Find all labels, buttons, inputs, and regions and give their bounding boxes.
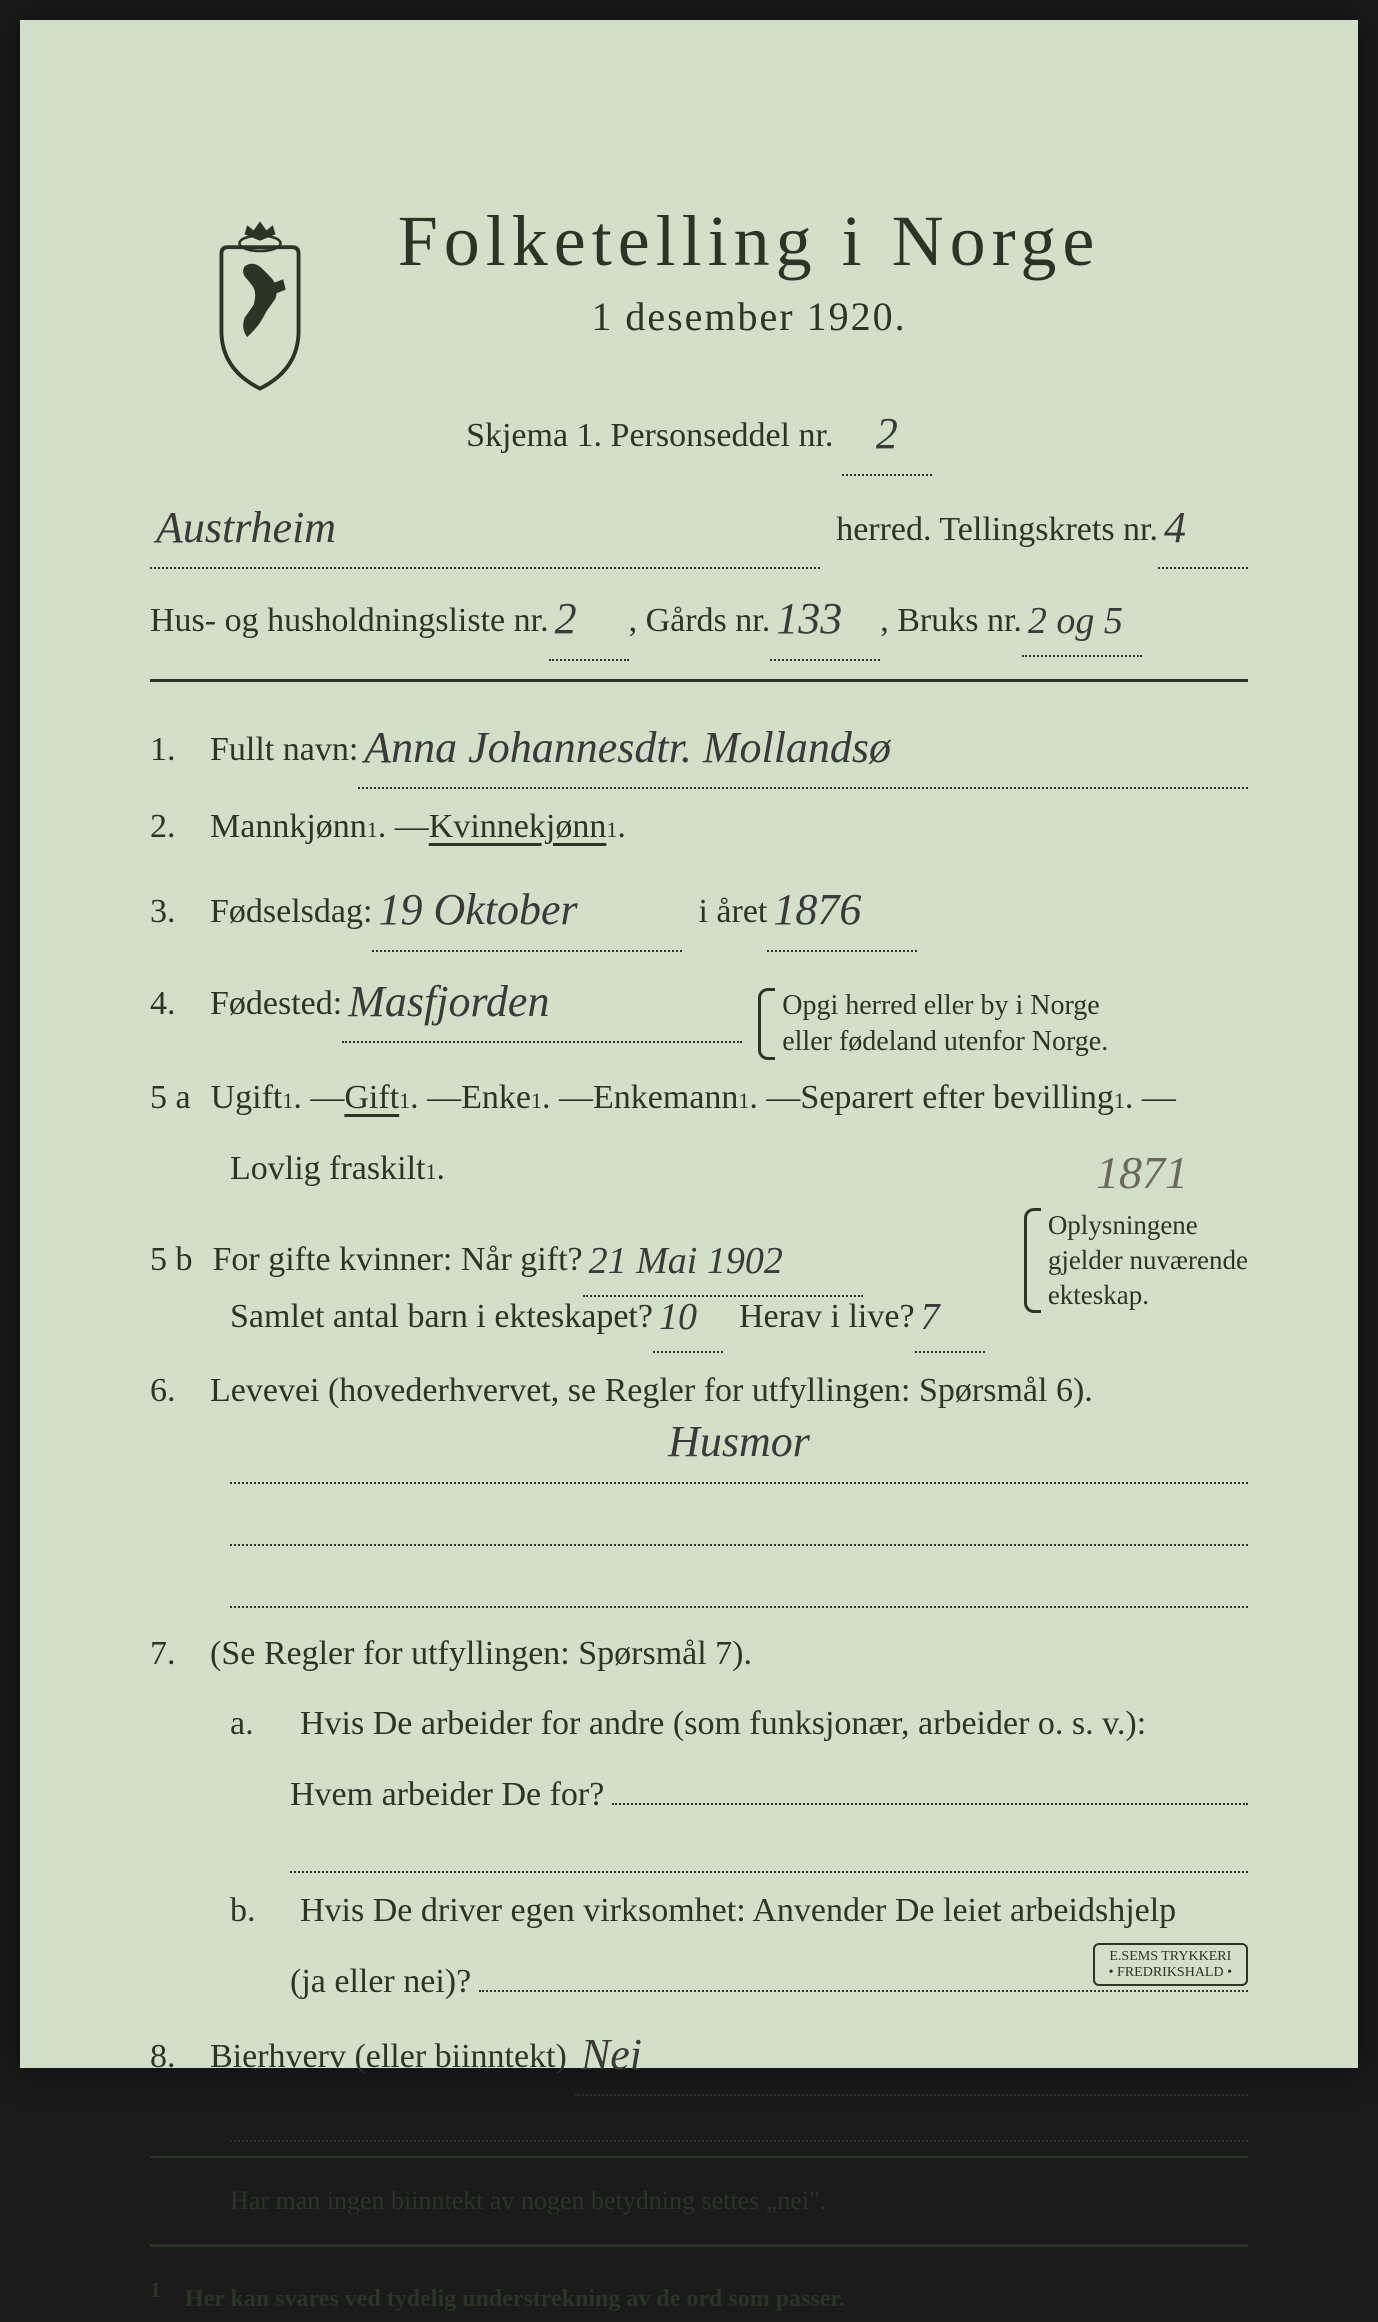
q7a-blank: [612, 1765, 1248, 1805]
q7a-3: [150, 1833, 1248, 1873]
children-total: 10: [653, 1296, 703, 1338]
marriage-date: 21 Mai 1902: [583, 1240, 789, 1282]
census-form: Folketelling i Norge 1 desember 1920. Sk…: [20, 20, 1358, 2068]
divider-2: [150, 2156, 1248, 2158]
q6-value-line: Husmor: [230, 1430, 1248, 1484]
q5a-line1: 5 a Ugift1 . — Gift1 . — Enke1 . — Enkem…: [150, 1066, 1248, 1131]
q7b-1: b. Hvis De driver egen virksomhet: Anven…: [150, 1879, 1248, 1944]
herred-line: Austrheim herred. Tellingskrets nr. 4: [150, 484, 1248, 570]
gards-nr: 133: [770, 594, 848, 643]
q8-blank: [150, 2102, 1248, 2142]
subtitle: 1 desember 1920.: [250, 293, 1248, 340]
gender-selected: Kvinnekjønn: [429, 795, 607, 860]
q4: 4. Fødested: Masfjorden Opgi herred elle…: [150, 958, 1248, 1061]
q5a-line2: Lovlig fraskilt1. 1871: [150, 1137, 1248, 1202]
coat-of-arms: [195, 215, 325, 395]
full-name: Anna Johannesdtr. Mollandsø: [358, 723, 897, 772]
q7b-2: (ja eller nei)?: [150, 1950, 1248, 2015]
q7a-blank2: [290, 1833, 1248, 1873]
marital-selected: Gift: [344, 1066, 399, 1131]
marginal-year: 1871: [1096, 1129, 1188, 1216]
q3: 3. Fødselsdag: 19 Oktober i året 1876: [150, 866, 1248, 952]
hus-line: Hus- og husholdningsliste nr. 2 , Gårds …: [150, 575, 1248, 661]
q2: 2. Mannkjønn1 . — Kvinnekjønn1.: [150, 795, 1248, 860]
printer-stamp: E.SEMS TRYKKERI • FREDRIKSHALD •: [1093, 1943, 1248, 1986]
q7: 7. (Se Regler for utfyllingen: Spørsmål …: [150, 1622, 1248, 1687]
hus-nr: 2: [549, 594, 583, 643]
children-alive: 7: [915, 1296, 946, 1338]
q6-blank-1: [230, 1492, 1248, 1546]
q4-note: Opgi herred eller by i Norge eller fødel…: [758, 988, 1108, 1061]
divider-3: [150, 2244, 1248, 2247]
q5b-note: Oplysningene gjelder nuværende ekteskap.: [1024, 1208, 1248, 1313]
q6-blank-2: [230, 1554, 1248, 1608]
occupation: Husmor: [662, 1400, 816, 1484]
footnote: 1 Her kan svares ved tydelig understrekn…: [150, 2269, 1248, 2322]
q7a-1: a. Hvis De arbeider for andre (som funks…: [150, 1692, 1248, 1757]
footer-note: Har man ingen biinntekt av nogen betydni…: [150, 2176, 1248, 2225]
birth-day: 19 Oktober: [372, 885, 583, 934]
q7a-2: Hvem arbeider De for?: [150, 1763, 1248, 1828]
q8: 8. Bierhverv (eller biinntekt) Nei: [150, 2025, 1248, 2097]
birth-year: 1876: [767, 885, 867, 934]
herred-value: Austrheim: [150, 503, 342, 552]
q1: 1. Fullt navn: Anna Johannesdtr. Molland…: [150, 704, 1248, 790]
bruks-nr: 2 og 5: [1022, 600, 1129, 642]
tellingskrets-nr: 4: [1158, 503, 1192, 552]
skjema-line: Skjema 1. Personseddel nr. 2: [150, 390, 1248, 476]
header: Folketelling i Norge 1 desember 1920.: [250, 200, 1248, 340]
divider-1: [150, 679, 1248, 682]
personseddel-nr: 2: [870, 409, 904, 458]
birthplace: Masfjorden: [342, 977, 555, 1026]
q8-value: Nei: [575, 2056, 1248, 2096]
title: Folketelling i Norge: [250, 200, 1248, 283]
